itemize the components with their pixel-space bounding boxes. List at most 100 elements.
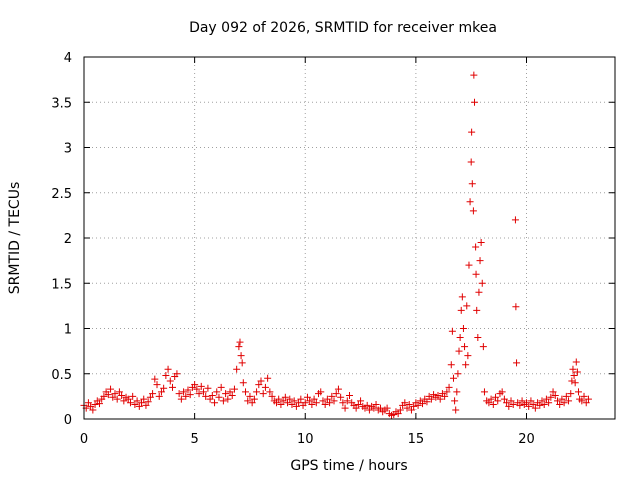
data-point (427, 395, 435, 403)
y-tick-label: 0 (64, 413, 72, 428)
data-point (120, 397, 128, 405)
x-tick-label: 0 (80, 432, 88, 447)
data-point (157, 388, 165, 396)
data-point (480, 388, 488, 396)
data-point (570, 372, 578, 380)
data-point (568, 377, 576, 385)
y-tick-label: 1.5 (51, 277, 72, 292)
data-point (295, 399, 303, 407)
data-point (551, 391, 559, 399)
data-point (569, 365, 577, 373)
data-point (454, 370, 462, 378)
x-tick-label: 20 (518, 432, 535, 447)
data-point (443, 388, 451, 396)
data-point (451, 397, 459, 405)
data-point (479, 343, 487, 351)
data-point (197, 382, 205, 390)
data-point (465, 261, 473, 269)
data-point (246, 392, 254, 400)
data-point (142, 401, 150, 409)
data-point (523, 399, 530, 407)
data-point (160, 384, 168, 392)
x-axis-label: GPS time / hours (290, 458, 407, 474)
data-point (458, 293, 466, 301)
chart-title: Day 092 of 2026, SRMTID for receiver mke… (189, 20, 497, 36)
data-point (202, 392, 210, 400)
data-point (357, 397, 365, 405)
data-point (230, 385, 238, 393)
data-point (193, 385, 201, 393)
y-tick-label: 0.5 (51, 368, 72, 383)
data-point (354, 401, 362, 409)
data-point (475, 288, 483, 296)
data-point (326, 399, 334, 407)
data-point (407, 406, 415, 414)
data-point (571, 379, 579, 387)
grid-lines (84, 57, 615, 419)
data-point (467, 158, 475, 166)
data-point (288, 401, 296, 409)
data-point (186, 391, 194, 399)
data-point (470, 71, 478, 79)
data-point (111, 390, 119, 398)
data-point (115, 388, 123, 396)
data-point (468, 128, 476, 136)
data-point (153, 381, 161, 389)
data-point (100, 392, 108, 400)
data-point (567, 390, 575, 398)
data-point (556, 401, 564, 409)
data-point (500, 395, 508, 403)
data-point (255, 381, 263, 389)
data-point (396, 406, 404, 414)
y-axis-label: SRMTID / TECUs (7, 182, 23, 295)
data-point (109, 393, 117, 401)
data-point (129, 392, 137, 400)
data-point (456, 334, 464, 342)
data-point (536, 401, 544, 409)
data-point (472, 243, 480, 251)
data-point (208, 391, 216, 399)
data-point (236, 338, 244, 346)
data-point (173, 370, 181, 378)
data-point (180, 388, 188, 396)
data-point (574, 388, 582, 396)
data-point (332, 390, 340, 398)
data-point (204, 384, 212, 392)
data-point (542, 395, 550, 403)
data-point (118, 391, 126, 399)
data-point (473, 306, 481, 314)
data-point (257, 377, 265, 385)
data-point (248, 399, 256, 407)
data-point (419, 400, 427, 408)
data-point (330, 397, 338, 405)
data-point (474, 334, 482, 342)
data-point (498, 388, 506, 396)
data-point (244, 397, 252, 405)
data-point (91, 401, 99, 409)
x-tick-label: 5 (190, 432, 198, 447)
data-point (259, 390, 267, 398)
data-point (149, 390, 157, 398)
data-point (565, 397, 573, 405)
data-point (341, 404, 349, 412)
data-point (107, 385, 115, 393)
y-tick-label: 2 (64, 232, 72, 247)
data-point (478, 279, 486, 287)
data-point (580, 392, 588, 400)
data-point (518, 397, 526, 405)
y-tick-label: 4 (64, 51, 72, 66)
data-point (133, 397, 141, 405)
data-point (441, 392, 449, 400)
data-point (195, 390, 203, 398)
data-point (549, 388, 557, 396)
data-point (222, 390, 230, 398)
data-point (376, 404, 384, 412)
data-point (268, 392, 276, 400)
data-point (352, 404, 360, 412)
data-point (277, 401, 285, 409)
data-point (525, 402, 533, 410)
data-point (281, 393, 289, 401)
data-point (505, 402, 513, 410)
data-point (238, 359, 246, 367)
y-tick-label: 3.5 (51, 96, 72, 111)
